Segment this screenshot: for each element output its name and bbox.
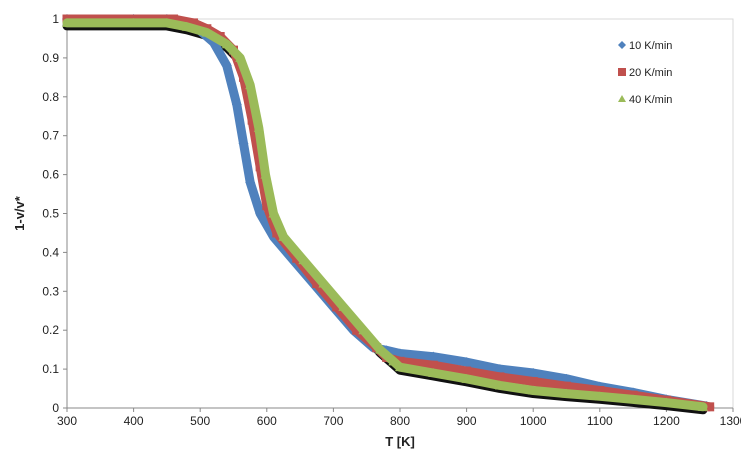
y-tick-label: 0.9 — [42, 51, 59, 65]
legend-marker-3 — [618, 95, 626, 102]
data-point — [358, 325, 369, 335]
x-tick-label: 900 — [457, 414, 477, 428]
data-point — [395, 362, 405, 372]
data-point — [428, 360, 438, 370]
x-tick-label: 1000 — [520, 414, 547, 428]
y-tick-label: 0.4 — [42, 245, 59, 259]
data-point — [388, 356, 399, 366]
data-point — [235, 52, 246, 62]
data-point — [260, 169, 271, 179]
data-point — [352, 325, 362, 335]
data-point — [562, 381, 571, 391]
legend-label-1: 10 K/min — [629, 40, 672, 52]
data-point — [318, 278, 329, 288]
data-point — [428, 351, 439, 362]
data-point — [245, 177, 256, 188]
data-point — [661, 397, 672, 407]
data-point — [278, 231, 289, 241]
data-point — [128, 17, 139, 27]
y-tick-label: 0 — [52, 401, 59, 415]
y-tick-label: 0.7 — [42, 129, 59, 143]
data-point — [161, 17, 172, 27]
data-point — [238, 138, 249, 149]
data-point — [298, 255, 309, 265]
data-point — [262, 201, 272, 211]
legend-label-3: 40 K/min — [629, 94, 672, 106]
data-point — [495, 372, 505, 382]
data-point — [375, 344, 386, 354]
data-point — [245, 80, 256, 90]
data-point — [705, 402, 715, 412]
data-point — [247, 115, 257, 125]
data-point — [494, 364, 505, 375]
x-tick-label: 300 — [57, 414, 77, 428]
legend-label-2: 20 K/min — [629, 67, 672, 79]
data-point — [253, 122, 264, 132]
x-tick-label: 700 — [323, 414, 343, 428]
data-point — [201, 27, 212, 37]
y-tick-label: 0.6 — [42, 168, 59, 182]
x-tick-label: 400 — [124, 414, 144, 428]
x-tick-label: 1200 — [653, 414, 680, 428]
data-point — [461, 373, 472, 383]
data-point — [312, 279, 322, 289]
legend-marker-2 — [618, 68, 626, 76]
y-tick-label: 0.2 — [42, 323, 59, 337]
data-point — [181, 21, 192, 31]
data-point — [62, 17, 72, 27]
y-tick-label: 0.3 — [42, 284, 59, 298]
data-point — [221, 60, 232, 71]
data-point — [561, 388, 572, 398]
data-point — [255, 208, 266, 219]
data-point — [594, 391, 605, 401]
series-line-3 — [62, 18, 708, 412]
y-axis-title: 1-v/v* — [12, 195, 27, 231]
legend-marker-1 — [618, 41, 626, 49]
data-point — [528, 377, 538, 387]
y-tick-label: 1 — [52, 12, 59, 26]
y-tick-label: 0.8 — [42, 90, 59, 104]
data-point — [268, 208, 279, 218]
data-point — [221, 39, 232, 49]
x-tick-label: 800 — [390, 414, 410, 428]
x-tick-label: 500 — [190, 414, 210, 428]
y-tick-label: 0.5 — [42, 207, 59, 221]
data-point — [595, 385, 605, 395]
data-point — [332, 302, 342, 312]
data-point — [628, 394, 639, 404]
data-point — [461, 357, 472, 368]
x-tick-label: 600 — [257, 414, 277, 428]
data-point — [698, 401, 709, 411]
data-point — [528, 385, 539, 395]
data-point — [231, 99, 242, 110]
data-point — [494, 380, 505, 390]
data-point — [169, 14, 179, 24]
y-tick-label: 0.1 — [42, 362, 59, 376]
data-point — [428, 367, 439, 377]
data-point — [272, 228, 282, 238]
data-point — [462, 366, 472, 376]
data-point — [189, 18, 199, 28]
data-point — [528, 367, 539, 378]
data-point — [338, 301, 349, 311]
x-tick-label: 1100 — [587, 414, 613, 428]
x-axis-title: T [K] — [385, 434, 415, 449]
